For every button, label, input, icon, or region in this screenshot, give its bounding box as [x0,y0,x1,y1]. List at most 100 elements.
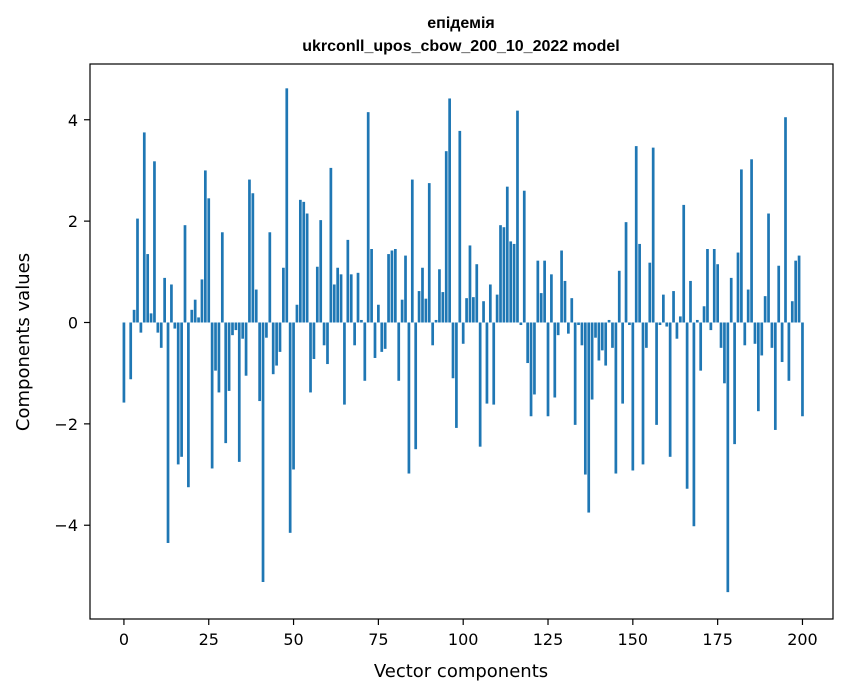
bar-103 [472,297,475,323]
bar-88 [421,267,424,323]
y-tick-label: 0 [68,313,78,332]
bar-43 [268,232,272,323]
bar-67 [349,274,353,323]
bar-102 [468,245,472,323]
bar-50 [292,322,295,470]
bar-199 [797,255,801,323]
bar-11 [159,322,163,348]
bar-142 [604,322,608,366]
bar-38 [251,193,255,323]
bar-90 [427,183,431,323]
bar-51 [295,304,299,323]
bar-79 [390,250,394,323]
bar-135 [580,322,584,346]
x-tick-label: 125 [533,630,564,649]
bar-161 [668,322,672,457]
bar-78 [387,254,390,323]
x-tick-label: 200 [787,630,818,649]
x-tick-label: 75 [368,630,388,649]
bar-14 [170,284,173,323]
bar-143 [607,319,611,323]
bar-175 [716,264,719,323]
bar-86 [414,322,418,450]
bar-58 [319,220,323,323]
bar-197 [790,301,794,323]
bar-74 [373,322,377,358]
bar-121 [533,322,536,395]
bar-56 [312,322,316,359]
bar-5 [139,322,143,333]
bar-120 [529,322,533,417]
bar-17 [180,322,183,457]
x-tick-label: 25 [199,630,219,649]
bar-173 [709,322,713,331]
bar-200 [801,322,804,417]
bar-97 [451,322,455,379]
bar-84 [407,322,411,474]
bar-70 [360,319,363,323]
bar-4 [136,218,139,323]
bar-129 [560,250,563,323]
bar-168 [692,322,696,527]
bar-33 [234,322,238,331]
bar-138 [590,322,594,400]
bar-72 [366,112,370,323]
bar-112 [502,227,506,323]
bar-93 [438,269,441,323]
bar-122 [536,260,540,323]
bar-98 [455,322,458,428]
bar-62 [332,284,336,323]
bar-80 [393,249,397,323]
bar-163 [675,322,679,339]
bar-60 [326,322,329,365]
bar-89 [424,298,428,323]
bar-39 [254,289,258,323]
bar-20 [190,309,194,323]
bar-198 [794,260,798,323]
bar-3 [132,309,136,323]
bar-53 [302,201,306,323]
bar-28 [217,322,221,393]
bar-36 [244,322,248,376]
bar-150 [631,322,635,471]
x-tick-label: 100 [448,630,479,649]
bar-174 [712,249,716,323]
bar-66 [346,239,350,323]
bar-57 [315,266,319,323]
bar-115 [512,243,516,323]
bar-27 [214,322,217,371]
bar-181 [736,252,740,323]
bar-18 [183,225,187,323]
bar-105 [478,322,482,447]
bar-64 [339,274,343,323]
bar-190 [767,213,770,323]
chart-subtitle: ukrconll_upos_cbow_200_10_2022 model [302,38,619,55]
bar-169 [695,319,699,323]
bar-95 [444,151,448,323]
bar-107 [485,322,489,404]
bar-32 [231,322,234,336]
bar-192 [773,322,777,430]
bar-167 [689,280,692,323]
bar-31 [227,322,231,391]
bar-44 [271,322,275,375]
bar-49 [288,322,292,533]
bar-81 [397,322,401,381]
bar-119 [526,322,530,364]
bar-63 [336,267,340,323]
bar-77 [383,322,387,349]
bar-177 [723,322,726,384]
bar-59 [322,322,326,346]
bar-41 [261,322,265,582]
bar-108 [488,284,492,323]
bar-178 [726,322,730,593]
bar-101 [465,298,468,323]
plot-frame [89,63,834,620]
bar-154 [645,322,648,348]
bar-186 [753,322,757,344]
bar-25 [207,198,211,323]
bar-124 [543,260,546,323]
bar-94 [441,292,445,323]
bar-152 [638,243,641,323]
bar-30 [224,322,228,444]
